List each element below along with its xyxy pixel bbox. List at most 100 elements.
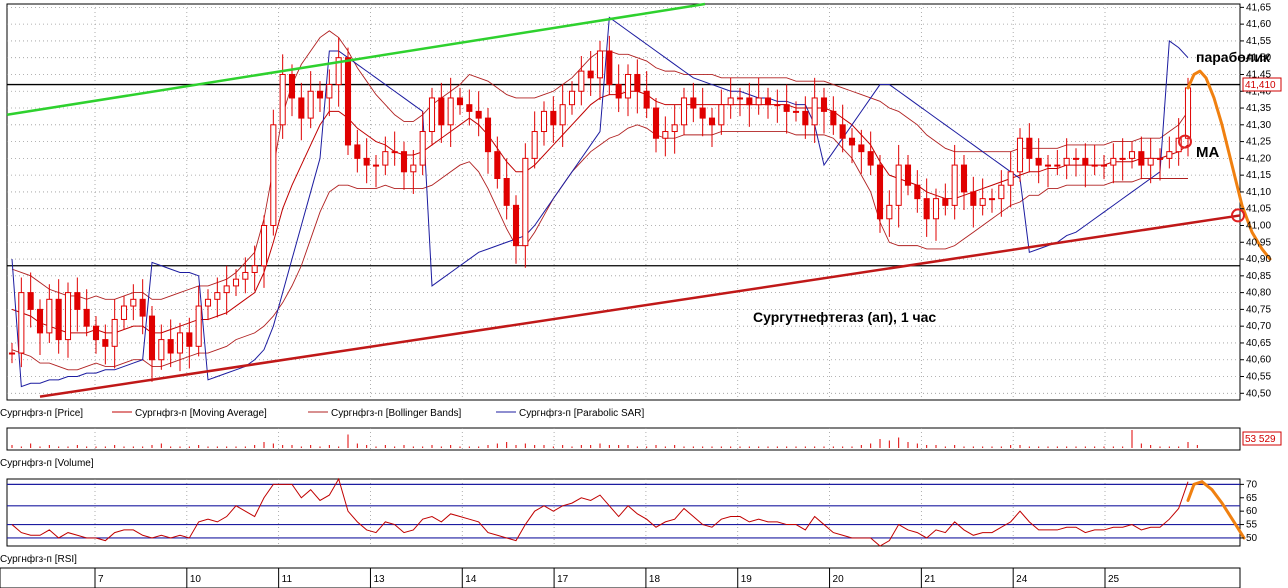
candle-body [904, 164, 912, 186]
candle-body [1166, 151, 1173, 159]
candle-body [1035, 157, 1042, 166]
rsi-axis: 70 65 60 55 50 [1240, 479, 1258, 544]
candle-body [298, 97, 305, 119]
candle-body [354, 144, 361, 159]
candle-body [1147, 157, 1154, 166]
price-tick-label: 40,70 [1246, 321, 1271, 332]
candle-body [886, 204, 893, 220]
price-tick-label: 41,10 [1246, 187, 1271, 198]
candle-body [540, 110, 548, 133]
candle-body [307, 90, 314, 119]
time-tick-label: 21 [924, 574, 936, 585]
candle-body [550, 110, 557, 126]
price-tick-label: 41,25 [1246, 137, 1271, 148]
candle-body [895, 164, 902, 206]
candle-body [8, 352, 16, 355]
price-tick-label: 40,75 [1246, 304, 1271, 315]
candle-body [727, 97, 734, 106]
candle-body [176, 332, 184, 354]
candle-body [46, 298, 53, 334]
price-tick-label: 41,60 [1246, 19, 1271, 30]
volume-bars [11, 430, 1198, 448]
ma-marker-circle [1178, 134, 1192, 149]
candle-body [671, 124, 678, 133]
candle-body [494, 151, 501, 180]
candle-body [148, 315, 156, 361]
candle-body [606, 50, 613, 86]
candle-body [64, 292, 72, 341]
rsi-tick-label: 70 [1246, 479, 1258, 490]
legend-sar: Сургнфгз-п [Parabolic SAR] [519, 407, 645, 419]
time-tick-label: 19 [741, 574, 753, 585]
rsi-lines [7, 477, 1246, 547]
candle-body [27, 292, 34, 310]
price-panel[interactable] [6, 3, 1241, 401]
candle-body [662, 131, 669, 139]
candle-body [932, 198, 940, 220]
candle-body [335, 57, 342, 86]
candle-body [774, 104, 781, 107]
legend-price: Сургнфгз-п [Price] [0, 407, 83, 419]
candle-body [83, 308, 90, 327]
candle-body [624, 73, 632, 99]
candle-body [382, 151, 389, 166]
candle-body [111, 318, 118, 347]
volume-panel[interactable] [6, 427, 1241, 451]
candle-body [858, 144, 865, 153]
candle-body [988, 198, 996, 201]
time-axis-bar [0, 567, 1241, 588]
last-volume-badge [1242, 431, 1282, 446]
candle-body [400, 151, 408, 173]
time-tick-label: 13 [373, 574, 385, 585]
time-tick-label: 20 [833, 574, 845, 585]
candle-body [1054, 164, 1061, 167]
candle-body [764, 97, 772, 106]
price-tick-label: 40,50 [1246, 388, 1271, 399]
candle-body [428, 97, 436, 133]
time-tick-label: 17 [557, 574, 569, 585]
candle-body [92, 325, 100, 341]
time-tick-label: 7 [98, 574, 104, 585]
candle-body [1072, 157, 1080, 160]
candle-body [130, 298, 137, 307]
price-tick-label: 41,05 [1246, 204, 1271, 215]
candle-body [1007, 171, 1014, 186]
candle-body [755, 97, 762, 106]
rsi-forecast-line [1186, 479, 1246, 540]
candle-body [960, 164, 968, 193]
rsi-panel[interactable] [6, 478, 1241, 547]
candle-body [447, 97, 454, 126]
candle-body [1100, 164, 1108, 167]
legend-ma: Сургнфгз-п [Moving Average] [135, 407, 267, 419]
candle-body [811, 97, 818, 126]
candle-body [792, 110, 800, 113]
candle-body [36, 308, 44, 334]
forecast-line [1186, 69, 1272, 261]
time-tick-label: 18 [649, 574, 661, 585]
candle-body [120, 305, 128, 320]
candle-body [242, 271, 249, 280]
candle-body [279, 73, 286, 126]
candle-body [186, 332, 193, 347]
candle-body [1082, 157, 1089, 166]
candle-body [783, 104, 790, 112]
candle-body [372, 164, 380, 167]
candle-body [652, 107, 660, 139]
candle-body [139, 298, 146, 317]
rsi-tick-label: 55 [1246, 520, 1258, 531]
price-tick-label: 41,00 [1246, 220, 1271, 231]
candle-body [559, 104, 566, 126]
candle-body [643, 90, 650, 109]
candle-body [204, 298, 212, 307]
time-axis: 7 10 11 13 14 17 18 19 20 21 24 25 [94, 568, 1120, 588]
candle-body [1128, 151, 1136, 159]
level-lines [7, 83, 1240, 267]
candle-body [867, 151, 874, 166]
price-tick-label: 41,45 [1246, 69, 1271, 80]
candle-body [876, 164, 884, 220]
price-tick-label: 40,90 [1246, 254, 1271, 265]
candle-body [214, 292, 221, 300]
candle-body [1044, 164, 1052, 167]
red-trendline [39, 214, 1241, 398]
